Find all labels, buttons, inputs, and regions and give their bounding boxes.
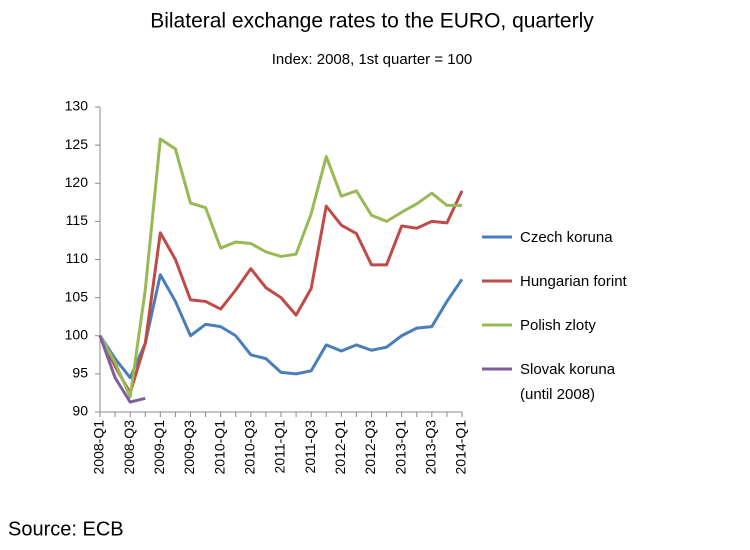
- source-note: Source: ECB: [8, 518, 124, 540]
- x-tick-label: 2013-Q3: [423, 420, 439, 475]
- y-tick-label: 95: [72, 365, 88, 381]
- series-line: [98, 335, 146, 404]
- x-tick-label: 2011-Q3: [302, 420, 318, 474]
- series-line: [98, 190, 464, 395]
- x-tick-label: 2010-Q3: [242, 420, 258, 475]
- x-tick-label: 2008-Q3: [121, 420, 137, 475]
- x-tick-label: 2008-Q1: [91, 420, 107, 475]
- legend-label: Slovak koruna (until 2008): [520, 360, 616, 403]
- chart-subtitle: Index: 2008, 1st quarter = 100: [272, 51, 473, 68]
- y-tick-label: 100: [65, 326, 89, 342]
- x-tick-label: 2012-Q1: [332, 420, 348, 475]
- x-tick-label: 2013-Q1: [392, 420, 408, 475]
- y-tick-label: 115: [66, 212, 89, 228]
- legend-label: Czech koruna: [520, 228, 613, 246]
- legend-label: Polish zloty: [520, 316, 596, 334]
- y-tick-label: 130: [65, 98, 89, 114]
- y-tick-label: 125: [65, 136, 89, 152]
- y-tick-label: 120: [65, 174, 89, 190]
- y-tick-label: 90: [72, 403, 88, 419]
- x-tick-label: 2011-Q1: [272, 420, 288, 474]
- x-tick-label: 2009-Q1: [151, 420, 167, 475]
- x-tick-label: 2012-Q3: [362, 420, 378, 475]
- y-tick-label: 105: [65, 288, 89, 304]
- x-tick-label: 2009-Q3: [181, 420, 197, 475]
- x-tick-label: 2010-Q1: [211, 420, 227, 475]
- legend-label: Hungarian forint: [520, 272, 627, 290]
- y-tick-label: 110: [66, 250, 89, 266]
- series-line: [98, 273, 464, 380]
- series-line: [98, 137, 462, 399]
- chart-title: Bilateral exchange rates to the EURO, qu…: [150, 10, 594, 33]
- x-tick-label: 2014-Q1: [453, 420, 469, 475]
